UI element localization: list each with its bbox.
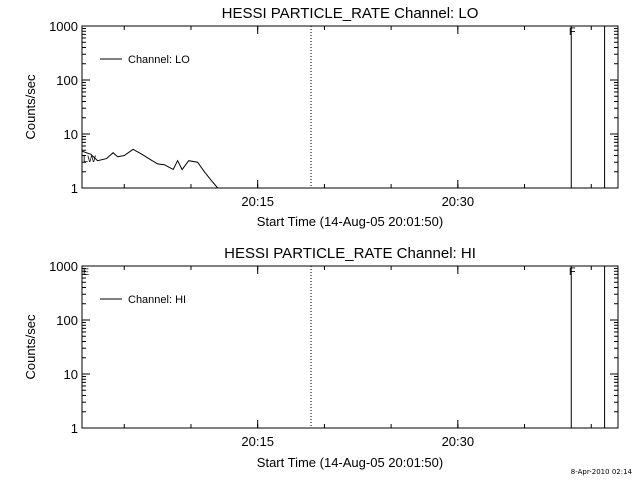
x-tick-label: 20:30 (442, 434, 475, 449)
event-marker-label: F (569, 26, 576, 38)
chart-panel-hi: HESSI PARTICLE_RATE Channel: HI 1 10 100 100… (23, 245, 619, 470)
y-tick-label: 1000 (49, 19, 78, 34)
y-tick-label: 10 (64, 367, 78, 382)
y-tick-label: 1 (71, 181, 78, 196)
corner-mark: E (83, 267, 89, 277)
y-tick-label: 100 (56, 73, 78, 88)
y-tick-label: 100 (56, 313, 78, 328)
plot-timestamp: 8-Apr-2010 02:14 (571, 468, 633, 476)
corner-mark: LW (83, 154, 96, 164)
event-marker-label: F (569, 266, 576, 278)
legend-label: Channel: HI (128, 294, 186, 306)
legend-label: Channel: LO (128, 54, 190, 66)
chart-title: HESSI PARTICLE_RATE Channel: LO (222, 5, 479, 22)
y-axis-label: Counts/sec (23, 314, 38, 380)
y-tick-label: 10 (64, 127, 78, 142)
x-axis-label: Start Time (14-Aug-05 20:01:50) (257, 214, 443, 229)
plot-frame (81, 265, 619, 429)
x-tick-label: 20:15 (241, 434, 274, 449)
chart-panel-lo: HESSI PARTICLE_RATE Channel: LO 1 10 100 100… (23, 5, 619, 229)
y-axis-label: Counts/sec (23, 74, 38, 140)
x-axis-label: Start Time (14-Aug-05 20:01:50) (257, 455, 443, 470)
chart-title: HESSI PARTICLE_RATE Channel: HI (224, 245, 476, 262)
series-line (81, 148, 219, 189)
x-tick-label: 20:15 (241, 194, 274, 209)
y-tick-label: 1000 (49, 259, 78, 274)
x-tick-label: 20:30 (442, 194, 475, 209)
plot-frame (81, 25, 619, 189)
y-tick-label: 1 (71, 421, 78, 436)
